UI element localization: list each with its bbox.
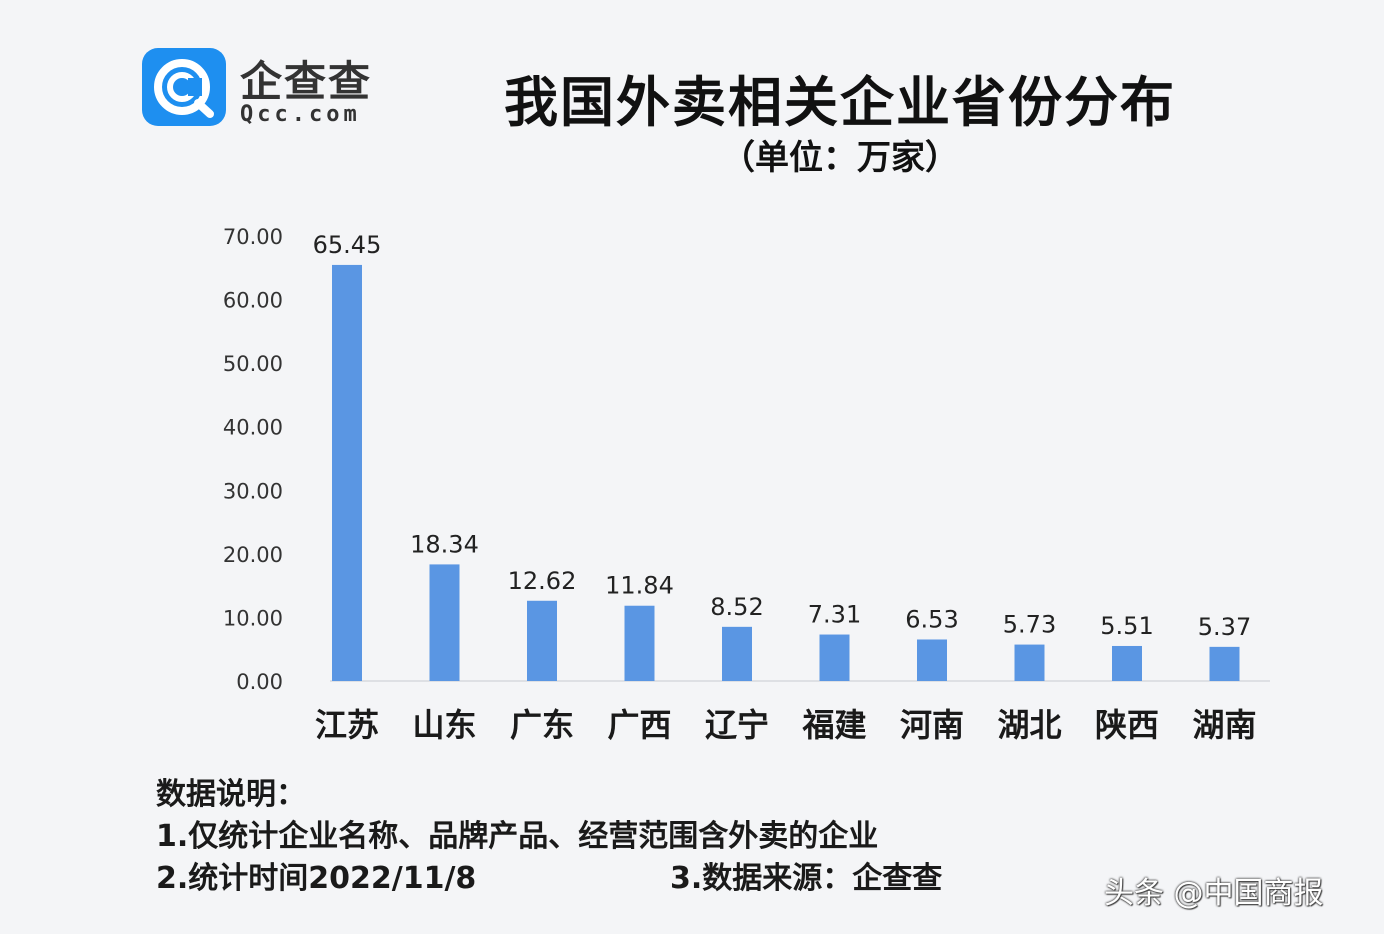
data-label: 5.51 bbox=[1100, 612, 1153, 640]
qcc-logo-icon bbox=[142, 48, 226, 126]
data-label: 6.53 bbox=[905, 605, 958, 633]
x-tick-label: 江苏 bbox=[315, 706, 379, 744]
data-label: 11.84 bbox=[605, 572, 674, 600]
data-notes: 数据说明： 1.仅统计企业名称、品牌产品、经营范围含外卖的企业 2.统计时间20… bbox=[156, 774, 942, 900]
bar bbox=[1112, 645, 1142, 681]
bar bbox=[429, 564, 460, 681]
x-tick-label: 福建 bbox=[801, 706, 866, 744]
bar bbox=[819, 634, 850, 681]
x-tick-label: 广西 bbox=[607, 706, 671, 744]
y-tick-label: 30.00 bbox=[223, 479, 283, 503]
y-tick-label: 50.00 bbox=[223, 352, 283, 376]
bar bbox=[527, 600, 557, 681]
y-tick-label: 60.00 bbox=[223, 289, 283, 313]
chart-subtitle: （单位：万家） bbox=[721, 138, 959, 178]
y-tick-label: 0.00 bbox=[236, 670, 283, 694]
data-label: 8.52 bbox=[710, 593, 763, 621]
bar bbox=[917, 639, 947, 681]
bar bbox=[332, 264, 362, 681]
watermark: 头条 @中国商报 bbox=[1104, 876, 1324, 911]
y-tick-label: 10.00 bbox=[223, 606, 283, 630]
bar bbox=[624, 605, 655, 681]
x-tick-label: 辽宁 bbox=[705, 706, 769, 744]
bar bbox=[1209, 646, 1240, 681]
x-tick-label: 广东 bbox=[510, 706, 574, 744]
note-1: 1.仅统计企业名称、品牌产品、经营范围含外卖的企业 bbox=[156, 819, 879, 854]
bar bbox=[1014, 644, 1045, 681]
notes-heading: 数据说明： bbox=[156, 777, 306, 812]
y-tick-label: 20.00 bbox=[223, 543, 283, 567]
x-tick-label: 山东 bbox=[412, 706, 476, 744]
logo-name-en: Qcc.com bbox=[240, 102, 361, 127]
bar bbox=[722, 626, 752, 681]
data-label: 12.62 bbox=[508, 567, 577, 595]
data-label: 7.31 bbox=[808, 601, 861, 629]
chart-title: 我国外卖相关企业省份分布 bbox=[504, 71, 1176, 134]
data-label: 5.37 bbox=[1198, 613, 1251, 641]
y-tick-label: 40.00 bbox=[223, 416, 283, 440]
x-tick-label: 陕西 bbox=[1095, 706, 1159, 744]
data-label: 65.45 bbox=[313, 231, 382, 259]
y-tick-label: 70.00 bbox=[223, 225, 283, 249]
data-label: 5.73 bbox=[1003, 611, 1056, 639]
qcc-logo: 企查查 Qcc.com bbox=[142, 48, 402, 128]
x-tick-label: 湖南 bbox=[1192, 706, 1256, 744]
x-tick-label: 湖北 bbox=[997, 706, 1061, 744]
note-2: 2.统计时间2022/11/8 bbox=[156, 861, 477, 896]
data-label: 18.34 bbox=[410, 530, 479, 558]
x-tick-label: 河南 bbox=[900, 706, 964, 744]
note-3: 3.数据来源：企查查 bbox=[670, 861, 943, 896]
logo-name-cn: 企查查 bbox=[240, 57, 373, 106]
